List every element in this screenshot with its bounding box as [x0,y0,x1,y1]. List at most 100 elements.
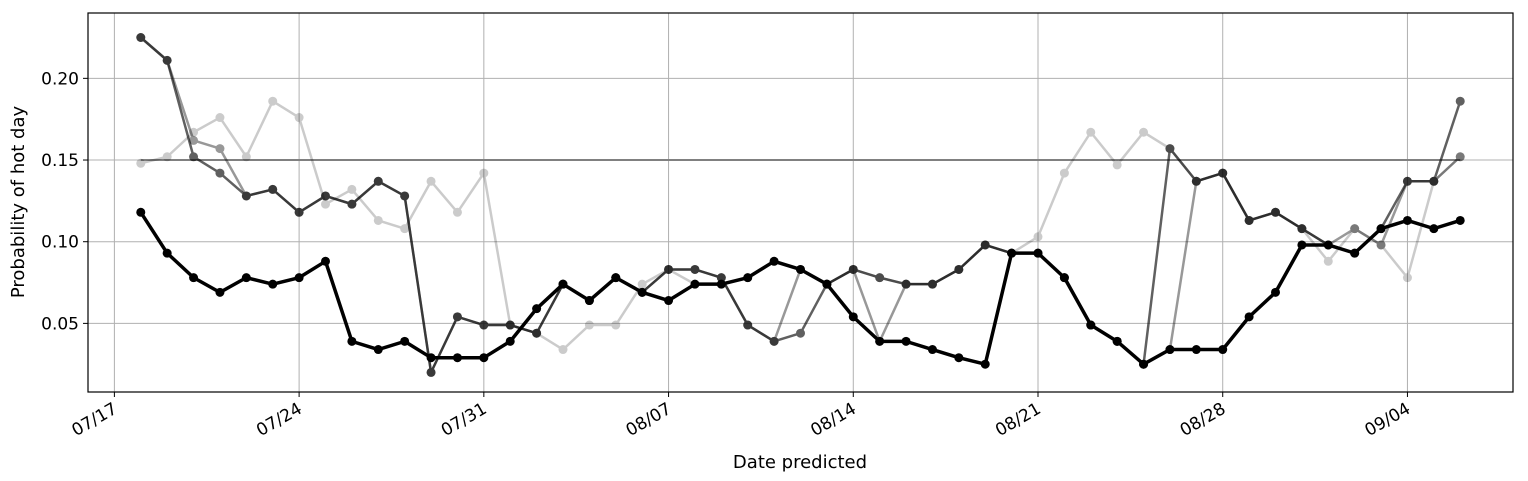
series-3-point [189,152,199,162]
series-3-point [321,191,330,201]
series-3-point [532,328,542,338]
series-2 [136,33,1465,377]
series-3-line [139,36,1462,374]
series-4-point [1086,320,1096,330]
series-3-point [927,279,937,289]
series-4-point [1455,215,1465,225]
series-4-point [769,256,779,266]
series-4-point [1218,345,1228,355]
series-1-point [426,176,436,186]
series-4-point [162,248,172,258]
series-4 [136,207,1465,369]
series-1-point [611,320,621,330]
series-1-point [1350,224,1360,234]
series-3-point [400,191,410,201]
series-2-line [139,36,1462,374]
series-3-point [294,207,304,217]
series-4-point [1191,345,1201,355]
series-3-point [743,320,753,330]
series-4-point [1007,248,1017,258]
series-1-point [321,199,330,209]
y-axis: 0.05 0.10 0.15 0.20 [41,69,88,334]
series-3-point [1165,144,1175,154]
series-1-point [400,224,410,234]
series-3-point [215,168,225,178]
series-3-point [1244,215,1254,225]
series-1-point [1376,240,1386,250]
series-4-point [848,312,858,322]
series-4-point [1165,345,1175,355]
series-3-point [980,240,990,250]
series-4-point [268,279,278,289]
series-4-point [136,207,146,217]
y-tick-label: 0.10 [41,233,79,253]
series-4-point [1350,248,1360,258]
series-4-point [637,287,647,297]
series-4-point [1323,240,1333,250]
x-tick-label: 07/24 [253,399,305,441]
series-1-point [268,96,278,106]
series-3-point [664,264,674,274]
series-3-point [162,55,172,65]
series-4-point [505,336,515,346]
series-4-point [875,336,885,346]
series-4-point [1059,273,1069,283]
series-4-point [822,279,832,289]
series-3-point [1402,176,1412,186]
series-3-point [1455,96,1465,106]
series-3-point [796,328,805,338]
series-1-point [373,215,383,225]
series-3-point [769,336,779,346]
series-4-point [1402,215,1412,225]
y-tick-label: 0.15 [41,151,79,171]
series-3-point [901,279,911,289]
series-4-point [1139,359,1149,369]
series-1-point [189,127,199,137]
series-4-line [139,211,1461,366]
series-4-point [452,353,462,363]
series-1-point [1033,232,1043,242]
series-1-point [241,152,251,162]
series-1-point [162,152,172,162]
series-1 [136,96,1465,355]
x-tick-label: 08/28 [1177,399,1229,441]
series-4-point [1429,224,1439,234]
x-tick-label: 08/21 [992,399,1044,441]
series-4-point [690,279,700,289]
series-4-point [611,273,621,283]
series-3-point [268,184,278,194]
series-4-point [532,304,542,314]
series-1-point [1112,160,1122,170]
x-tick-label: 08/07 [623,399,675,441]
series-3-point [505,320,515,330]
series-4-point [1271,287,1280,297]
x-axis: 07/17 07/24 07/31 08/07 08/14 08/21 08/28 09/04 [68,392,1414,441]
series-1-point [1086,127,1096,137]
series-3-point [1218,168,1228,178]
series-3-point [716,273,726,283]
series-4-point [558,279,568,289]
series-4-point [1376,224,1386,234]
series-3-point [241,191,251,201]
x-axis-title: Date predicted [733,452,867,473]
series-3-point [954,264,964,274]
series-layer [136,33,1465,377]
series-1-point [294,113,304,123]
series-4-point [347,336,357,346]
series-1-point [452,207,462,217]
series-4-point [901,336,911,346]
series-4-point [743,273,753,283]
series-4-point [426,353,436,363]
series-1-point [1455,152,1465,162]
x-tick-label: 07/31 [438,399,490,441]
x-tick-label: 07/17 [68,399,120,441]
series-4-point [796,264,805,274]
series-3-point [347,199,357,209]
series-1-point [558,345,568,355]
series-4-point [1033,248,1043,258]
series-4-point [294,273,304,283]
series-4-point [189,273,199,283]
series-4-point [479,353,489,363]
series-4-point [980,359,990,369]
